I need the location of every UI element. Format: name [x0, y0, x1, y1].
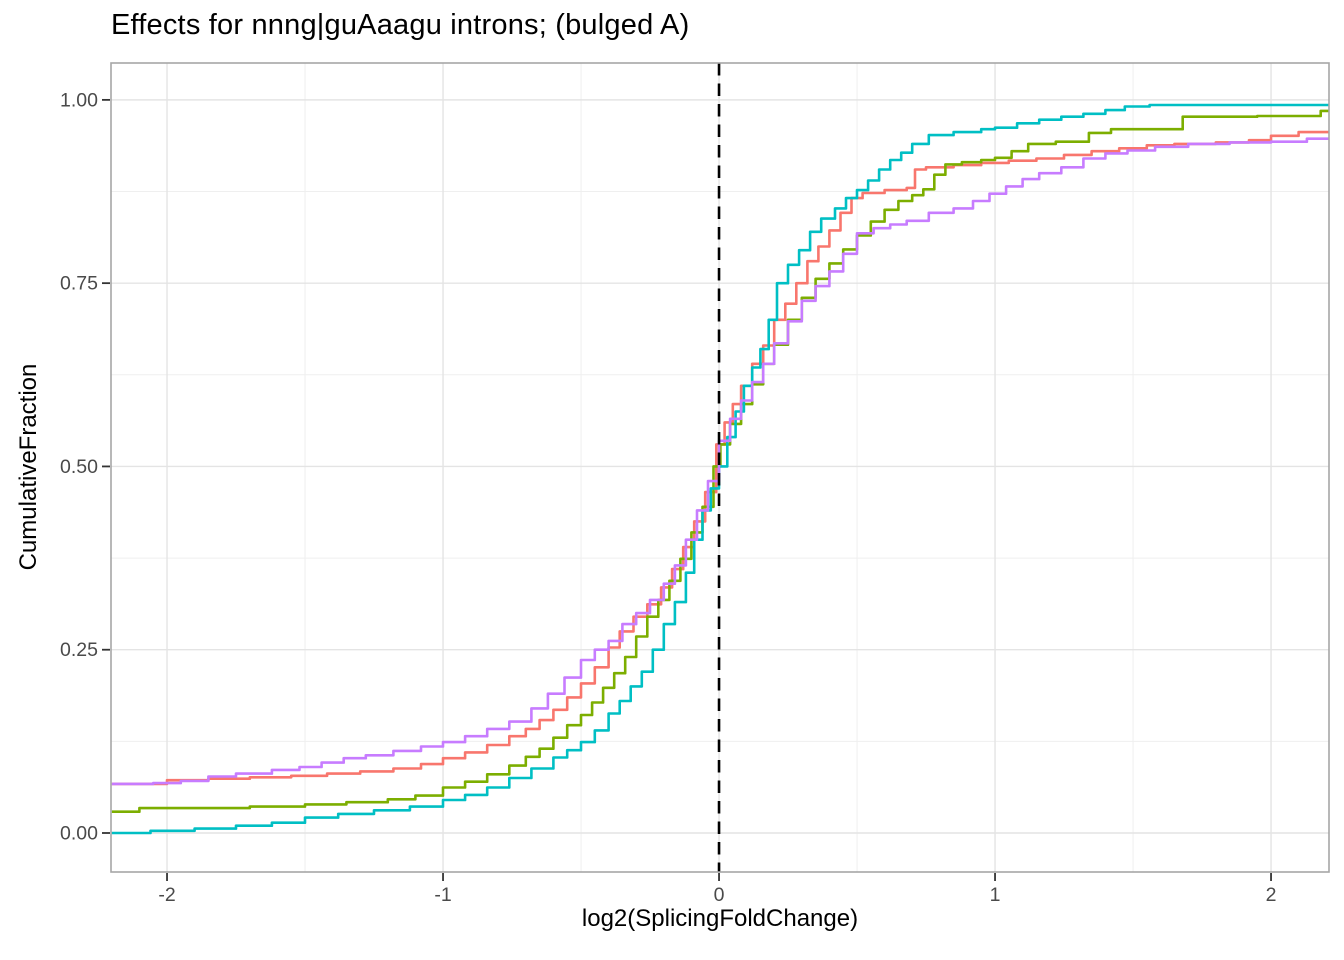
x-tick-label: -2	[158, 884, 175, 906]
x-tick-label: -1	[434, 884, 451, 906]
y-tick-label: 0.25	[60, 639, 98, 661]
x-axis-title: log2(SplicingFoldChange)	[581, 905, 859, 932]
panel-border	[110, 62, 1330, 873]
y-tick-label: 1.00	[60, 89, 98, 111]
x-tick-label: 2	[1266, 884, 1277, 906]
ecdf-line-green	[111, 109, 1329, 813]
x-tick-label: 0	[714, 884, 725, 906]
y-tick-label: 0.00	[60, 822, 98, 844]
y-tick-label: 0.50	[60, 456, 98, 478]
y-tick-label: 0.75	[60, 273, 98, 295]
ecdf-line-purple	[111, 137, 1329, 786]
x-tick-label: 1	[990, 884, 1001, 906]
y-axis-title: CumulativeFraction	[15, 363, 42, 571]
ecdf-line-teal	[111, 103, 1329, 835]
ecdf-line-salmon	[111, 130, 1329, 786]
chart-title: Effects for nnng|guAaagu introns; (bulge…	[111, 9, 690, 41]
